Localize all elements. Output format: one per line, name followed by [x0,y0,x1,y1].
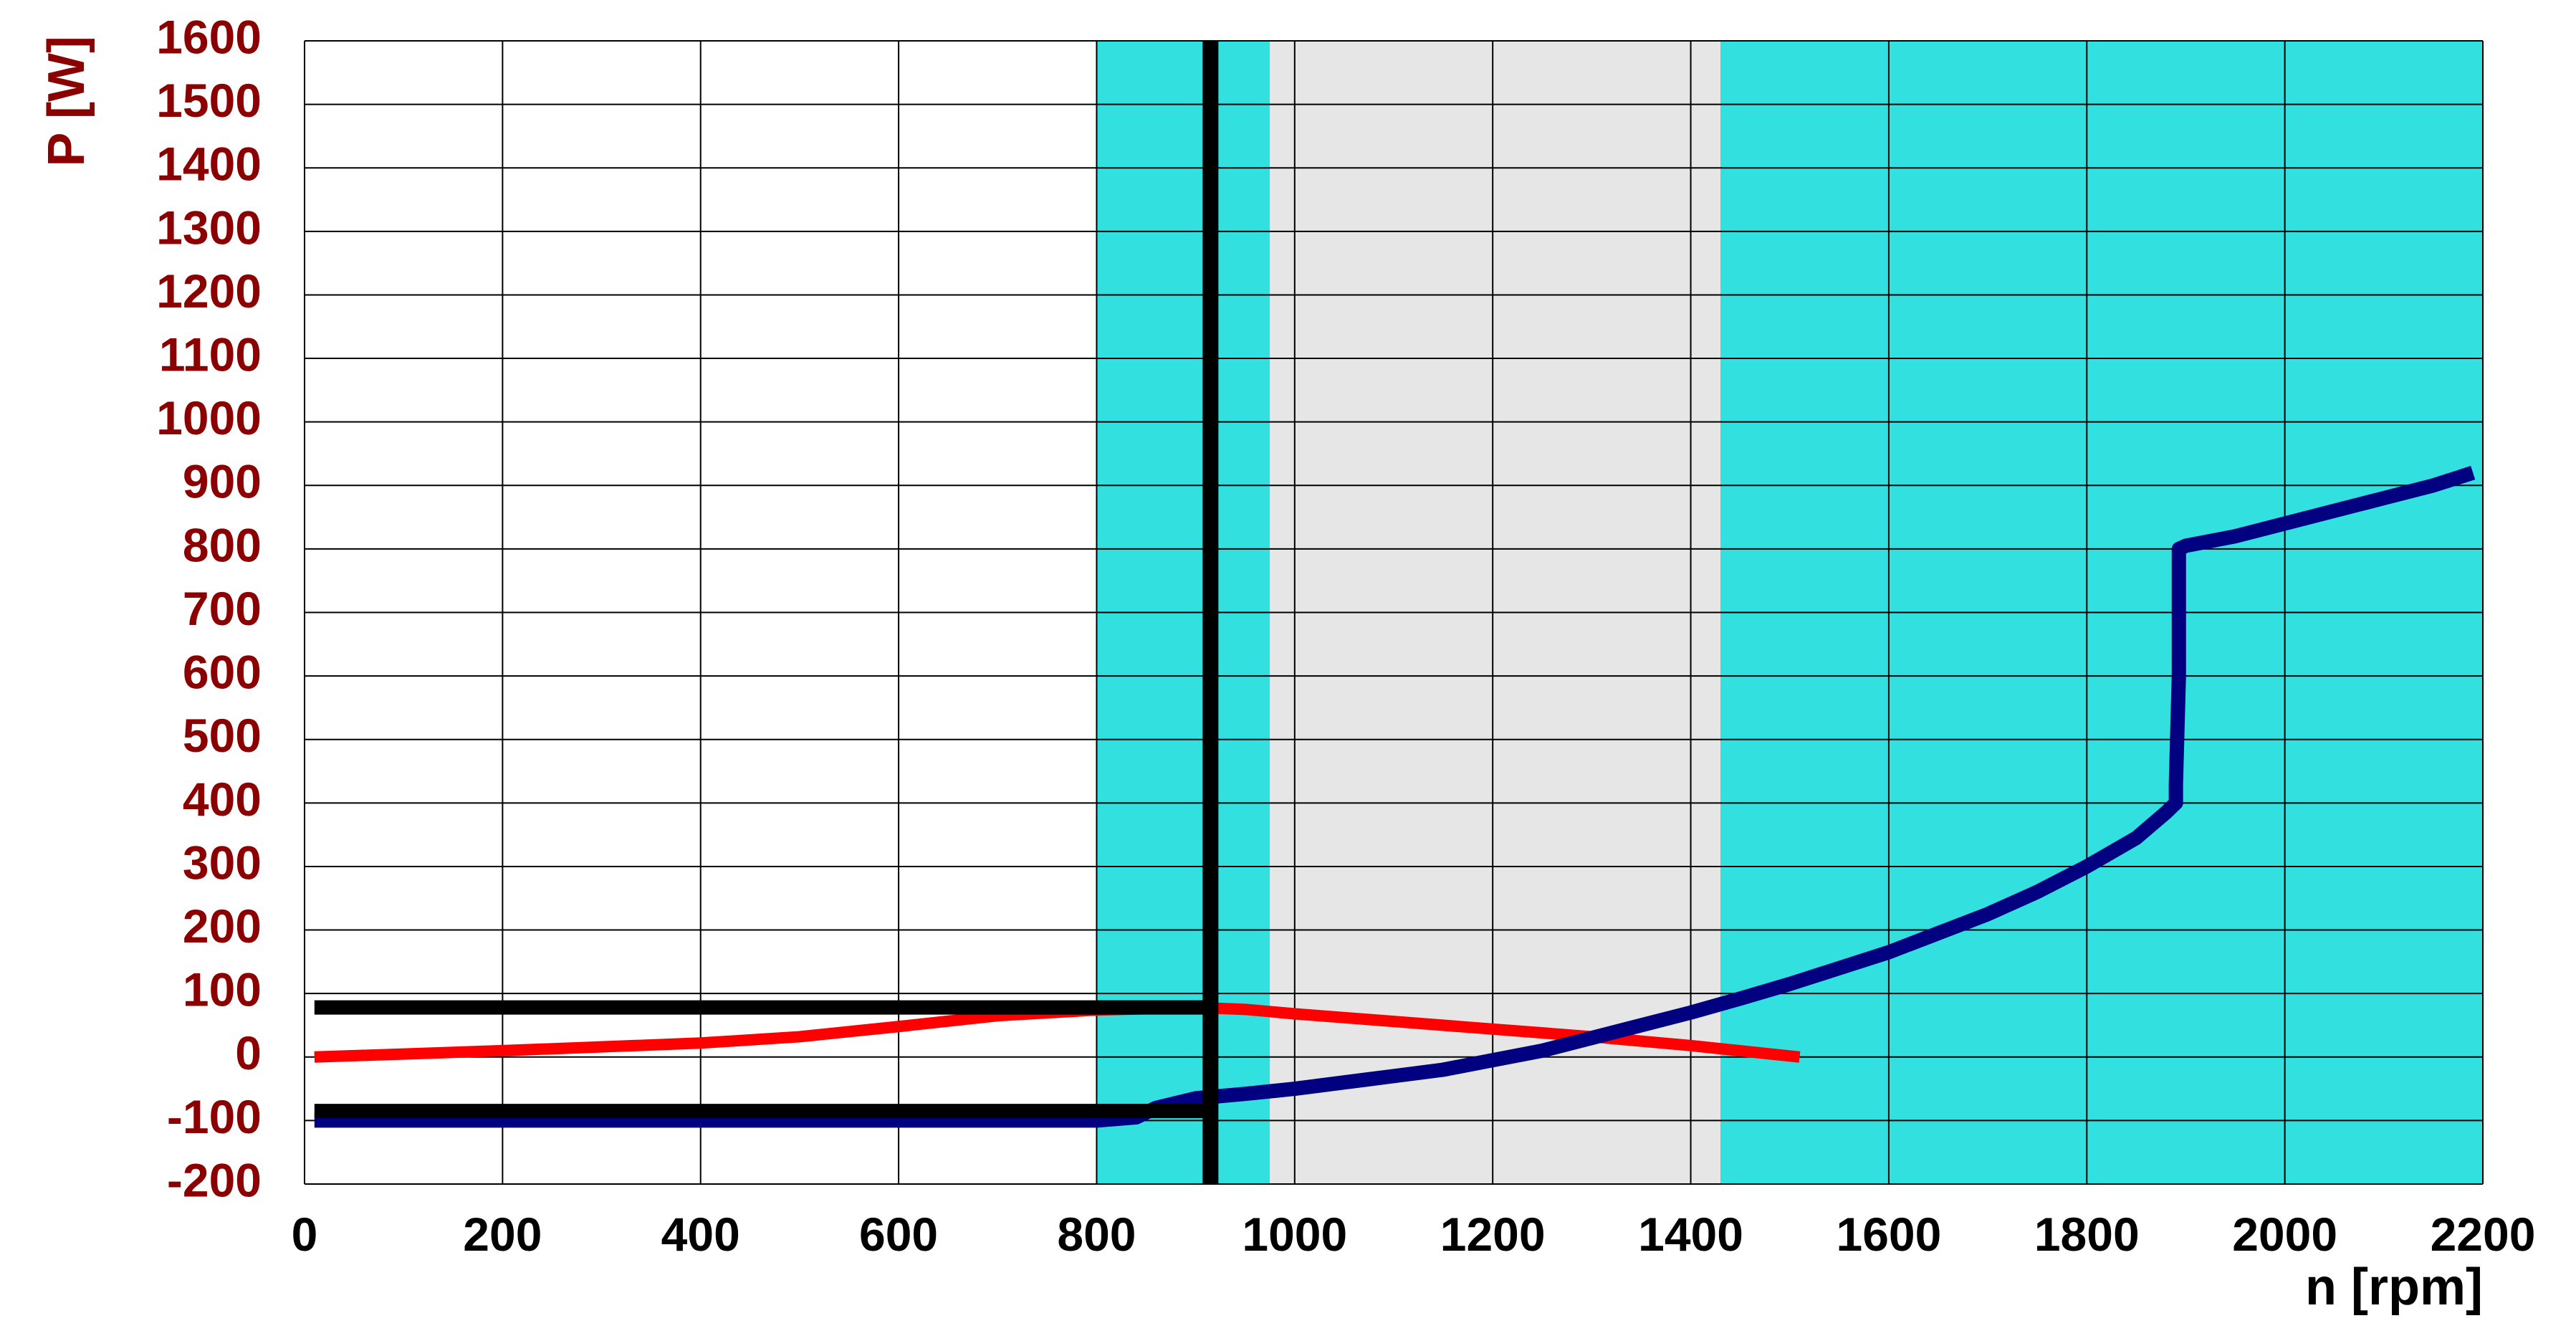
y-tick-label-8: 600 [183,646,262,699]
x-tick-label-7: 1400 [1638,1208,1743,1261]
y-tick-label-6: 400 [183,773,262,826]
series-line-1 [314,466,2476,1128]
grid [304,40,2484,1185]
y-tick-label-12: 1000 [156,391,262,444]
y-tick-label-4: 200 [183,899,262,953]
x-tick-label-6: 1200 [1440,1208,1546,1261]
y-tick-label-5: 300 [183,836,262,889]
x-tick-label-2: 400 [661,1208,740,1261]
x-tick-label-4: 800 [1057,1208,1136,1261]
x-tick-label-8: 1600 [1836,1208,1941,1261]
x-tick-label-0: 0 [292,1208,318,1261]
y-tick-label-16: 1400 [156,138,262,191]
y-tick-label-14: 1200 [156,264,262,318]
x-tick-label-1: 200 [463,1208,542,1261]
y-tick-label-3: 100 [183,963,262,1016]
x-tick-label-11: 2200 [2431,1208,2536,1261]
y-tick-label-2: 0 [235,1026,262,1079]
y-tick-label-15: 1300 [156,201,262,254]
y-tick-label-7: 500 [183,709,262,762]
y-tick-label-9: 700 [183,582,262,635]
y-axis-label: P [W] [38,36,95,167]
y-tick-label-18: 1600 [156,10,262,63]
y-tick-label-10: 800 [183,518,262,571]
y-tick-label-11: 900 [183,455,262,508]
x-tick-label-9: 1800 [2034,1208,2140,1261]
y-tick-labels: -200 -100 0 100 200 300 400 500 600 700 800 900 1000… [156,10,262,1206]
y-tick-label-13: 1100 [159,328,262,381]
x-tick-label-10: 2000 [2232,1208,2337,1261]
x-tick-labels: 0 200 400 600 800 1000 1200 1400 1600 1800 2000 220… [292,1208,2536,1261]
reference-lines [314,41,1219,1184]
y-tick-label-17: 1500 [156,74,262,127]
y-tick-label-0: -200 [167,1153,262,1206]
x-tick-label-3: 600 [859,1208,938,1261]
y-tick-label-1: -100 [167,1090,262,1143]
x-tick-label-5: 1000 [1242,1208,1347,1261]
x-axis-label: n [rpm] [2305,1259,2483,1316]
